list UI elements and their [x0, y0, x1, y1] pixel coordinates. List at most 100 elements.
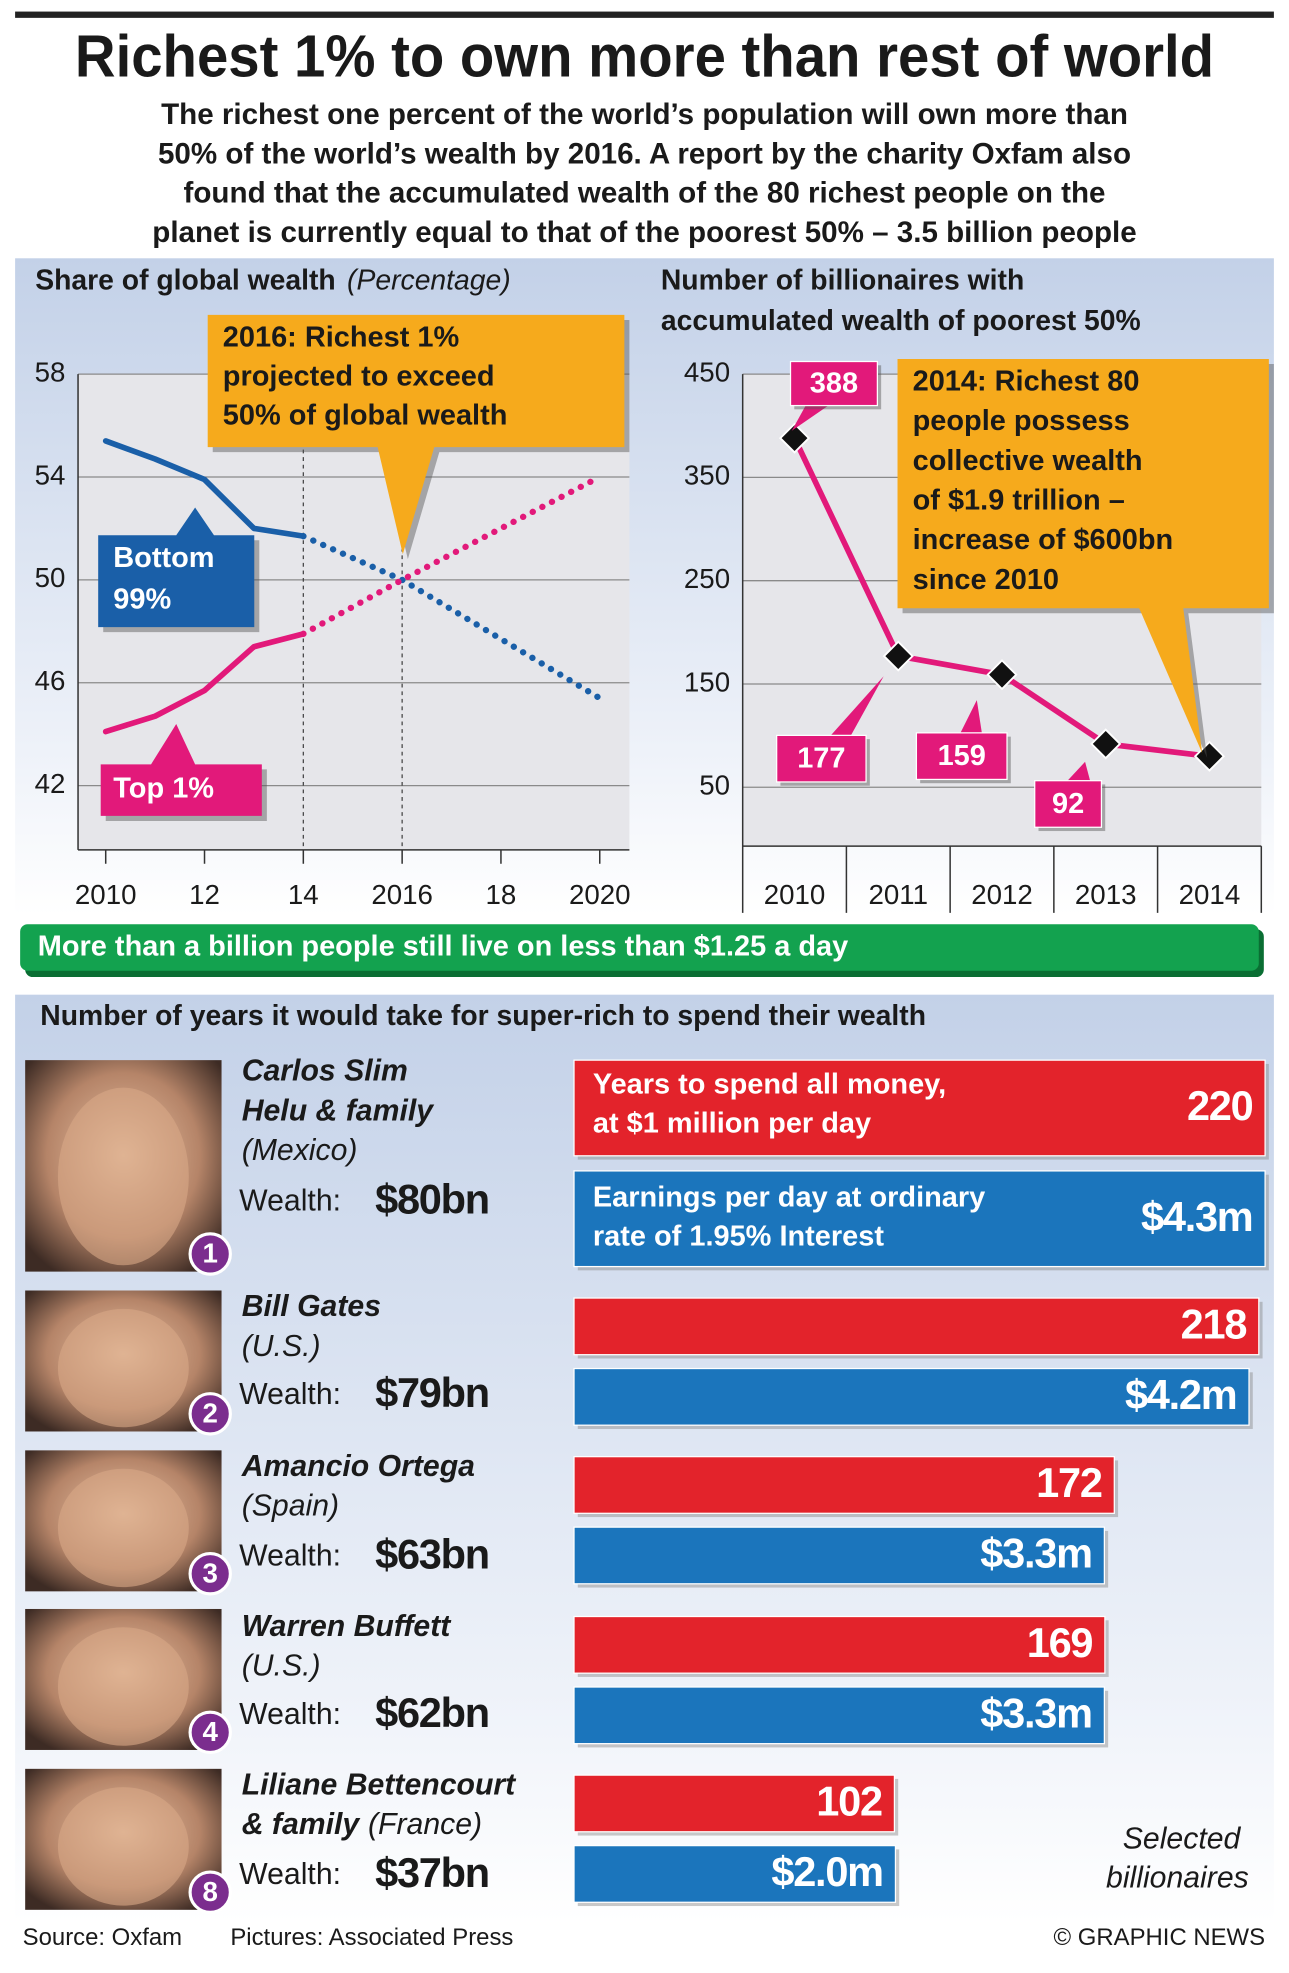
bar: [573, 1170, 1266, 1268]
subtitle: 50% of the world’s wealth by 2016. A rep…: [158, 137, 1131, 170]
rank: 1: [203, 1238, 218, 1269]
data-label: 92: [1052, 788, 1084, 820]
y-tick-label: 54: [35, 459, 66, 490]
annotation: 2014: Richest 80: [913, 366, 1140, 398]
note: Selected billionaires: [1106, 1823, 1249, 1895]
photo-face: [57, 1468, 189, 1588]
chart-title: accumulated wealth of poorest 50%: [661, 305, 1141, 337]
chart-title: Number of years it would take for super-…: [40, 1000, 926, 1032]
callouts: [98, 314, 1274, 821]
annotation: of $1.9 trillion –: [913, 485, 1125, 517]
photo-face: [57, 1787, 189, 1906]
point: [778, 422, 811, 454]
person-country: (U.S.): [242, 1649, 321, 1682]
series-line: [102, 438, 307, 539]
person-name: Warren Buffett: [242, 1610, 453, 1643]
text-layer: Richest 1% to own more than rest of worl…: [25, 22, 1254, 1914]
title: Richest 1% to own more than rest of worl…: [75, 22, 1214, 89]
wealth-label: Wealth:: [239, 1378, 341, 1411]
bar: [573, 1456, 1115, 1514]
bar: [573, 1615, 1106, 1674]
bar: [573, 1774, 896, 1833]
legend-label: Earnings per day at ordinary rate of 1.9…: [593, 1181, 993, 1252]
data-label: 172: [1036, 1459, 1102, 1506]
chart-subtitle: (Percentage): [347, 265, 511, 297]
point: [986, 659, 1018, 691]
rank-badge: [188, 1232, 232, 1276]
bar: [573, 1526, 1105, 1585]
subtitle: The richest one percent of the world’s p…: [161, 98, 1128, 131]
x-tick-label: 2016: [371, 879, 433, 910]
chart-title: Share of global wealth: [35, 265, 335, 297]
data-label: $4.3m: [1141, 1193, 1252, 1240]
data-label: $4.2m: [1125, 1371, 1236, 1418]
label-box: [1034, 780, 1103, 828]
callout: [98, 507, 255, 628]
photo-face: [57, 1308, 189, 1428]
data-label: $3.3m: [980, 1690, 1091, 1737]
x-tick-label: 18: [486, 879, 517, 910]
bar: [573, 1686, 1105, 1745]
bar: [573, 1059, 1266, 1157]
y-tick-label: 150: [684, 666, 730, 697]
data-label: $2.0m: [771, 1848, 882, 1895]
label-pointer: [1067, 761, 1091, 781]
rank-badge: [188, 1870, 232, 1914]
person-country: (Mexico): [242, 1134, 358, 1167]
person-name: Amancio Ortega: [241, 1450, 475, 1483]
data-label: 218: [1181, 1301, 1247, 1348]
wealth-label: Wealth:: [239, 1184, 341, 1217]
bar: [573, 1297, 1260, 1356]
x-tick-label: 2011: [868, 879, 928, 910]
point: [882, 640, 914, 672]
label-pointer: [960, 700, 982, 733]
data-label: 388: [810, 367, 858, 399]
wealth-label: Wealth:: [239, 1539, 341, 1572]
x-tick-label: 2010: [75, 879, 137, 910]
pictures-credit: Pictures: Associated Press: [230, 1924, 513, 1951]
x-tick-label: 2020: [569, 879, 631, 910]
annotation: 2016: Richest 1%: [223, 321, 459, 353]
label-box: [915, 732, 1008, 781]
y-tick-label: 250: [684, 563, 730, 594]
wealth: $79bn: [375, 1369, 489, 1416]
wealth: $37bn: [375, 1849, 489, 1896]
rank: 8: [203, 1876, 218, 1907]
photo-face: [57, 1087, 189, 1266]
callout: [897, 358, 1269, 753]
person-country: (Spain): [242, 1490, 339, 1523]
x-tick-label: 2014: [1179, 879, 1241, 910]
series-label: Top 1%: [113, 772, 214, 804]
projection-line: [300, 473, 603, 638]
data-label: 169: [1027, 1619, 1093, 1666]
point: [1193, 740, 1226, 772]
bar: [573, 1367, 1250, 1426]
person-country: (U.S.): [242, 1330, 321, 1363]
series-line: [102, 631, 307, 735]
banner-text: More than a billion people still live on…: [38, 931, 848, 963]
x-tick-label: 2010: [764, 879, 826, 910]
subtitle: found that the accumulated wealth of the…: [184, 177, 1106, 210]
callout: [207, 314, 625, 555]
credit: © GRAPHIC NEWS: [1054, 1924, 1266, 1951]
y-tick-label: 50: [699, 770, 730, 801]
x-tick-label: 12: [189, 879, 220, 910]
data-label: 220: [1187, 1082, 1253, 1129]
y-tick-label: 450: [684, 356, 730, 387]
y-tick-label: 58: [35, 356, 66, 387]
banner: [20, 924, 1259, 971]
x-tick-label: 14: [288, 879, 319, 910]
bar: [573, 1844, 897, 1903]
subtitle: planet is currently equal to that of the…: [152, 216, 1136, 249]
wealth: $62bn: [375, 1689, 489, 1736]
person-country: (France): [368, 1808, 482, 1841]
series-label: Bottom 99%: [113, 542, 222, 616]
legend-label: Years to spend all money, at $1 million …: [593, 1068, 954, 1139]
rank: 2: [203, 1397, 218, 1428]
wealth-label: Wealth:: [239, 1698, 341, 1731]
rank: 4: [203, 1716, 219, 1747]
chart-title: Number of billionaires with: [661, 265, 1024, 297]
rank-badge: [188, 1392, 232, 1436]
